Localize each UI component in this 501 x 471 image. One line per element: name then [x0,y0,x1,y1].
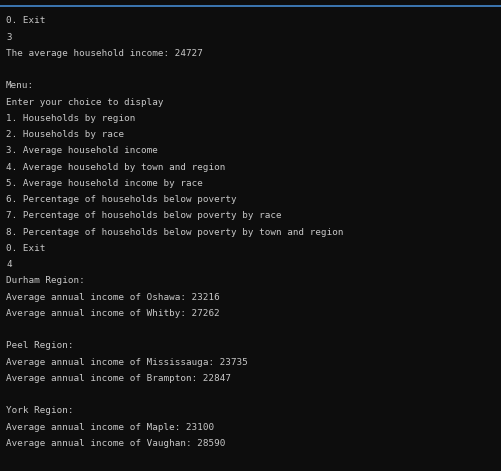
Text: Durham Region:: Durham Region: [6,276,85,285]
Text: 6. Percentage of households below poverty: 6. Percentage of households below povert… [6,195,236,204]
Text: 5. Average household income by race: 5. Average household income by race [6,179,203,188]
Text: 2. Households by race: 2. Households by race [6,130,124,139]
Text: Average annual income of Vaughan: 28590: Average annual income of Vaughan: 28590 [6,439,225,448]
Text: 0. Exit: 0. Exit [6,16,46,25]
Text: York Region:: York Region: [6,406,74,415]
Text: 1. Households by region: 1. Households by region [6,114,135,123]
Text: 7. Percentage of households below poverty by race: 7. Percentage of households below povert… [6,211,282,220]
Text: The average household income: 24727: The average household income: 24727 [6,49,203,58]
Text: Average annual income of Mississauga: 23735: Average annual income of Mississauga: 23… [6,358,248,367]
Text: Menu:: Menu: [6,81,34,90]
Text: Enter your choice to display: Enter your choice to display [6,98,163,107]
Text: Average annual income of Oshawa: 23216: Average annual income of Oshawa: 23216 [6,293,220,302]
Text: 3. Average household income: 3. Average household income [6,146,158,155]
Text: 3: 3 [6,33,12,42]
Text: Peel Region:: Peel Region: [6,341,74,350]
Text: Average annual income of Brampton: 22847: Average annual income of Brampton: 22847 [6,374,231,383]
Text: Average annual income of Whitby: 27262: Average annual income of Whitby: 27262 [6,309,220,318]
Text: 4: 4 [6,260,12,269]
Text: 0. Exit: 0. Exit [6,244,46,253]
Text: 8. Percentage of households below poverty by town and region: 8. Percentage of households below povert… [6,228,344,237]
Text: Average annual income of Maple: 23100: Average annual income of Maple: 23100 [6,423,214,432]
Text: 4. Average household by town and region: 4. Average household by town and region [6,163,225,172]
